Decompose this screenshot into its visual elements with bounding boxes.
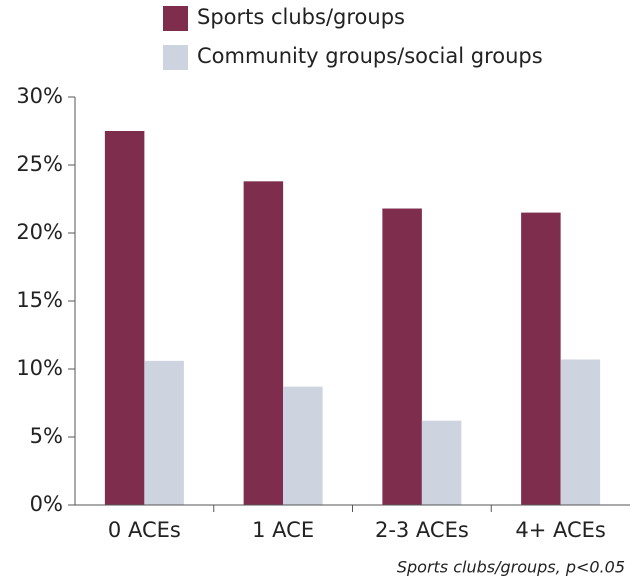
y-tick-label: 0% [30, 492, 63, 516]
bar [521, 212, 561, 505]
y-tick-label: 15% [16, 288, 63, 312]
bar [382, 208, 422, 505]
x-tick-label: 0 ACEs [108, 518, 181, 542]
y-tick-label: 10% [16, 356, 63, 380]
bar [421, 420, 462, 505]
legend-swatch [163, 6, 188, 31]
bar [144, 360, 184, 505]
x-tick-label: 4+ ACEs [515, 518, 606, 542]
legend-swatch [163, 45, 188, 70]
y-tick-label: 5% [30, 424, 63, 448]
legend-label: Sports clubs/groups [197, 5, 405, 29]
legend-label: Community groups/social groups [197, 44, 543, 68]
bar [104, 131, 145, 505]
bar [283, 386, 323, 505]
y-tick-label: 20% [16, 220, 63, 244]
bar [243, 181, 284, 505]
annotation: Sports clubs/groups, p<0.05 [397, 558, 625, 577]
x-tick-label: 1 ACE [252, 518, 314, 542]
x-tick-label: 2-3 ACEs [375, 518, 469, 542]
bar [560, 359, 601, 505]
y-tick-label: 25% [16, 152, 63, 176]
y-tick-label: 30% [16, 84, 63, 108]
